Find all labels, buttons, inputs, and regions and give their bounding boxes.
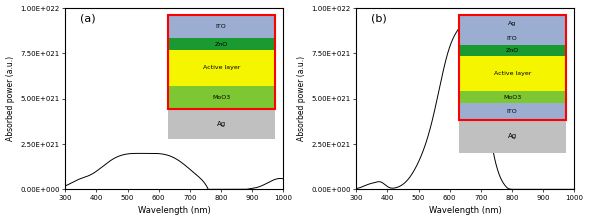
Y-axis label: Absorbed power (a.u.): Absorbed power (a.u.) <box>297 56 306 141</box>
Y-axis label: Absorbed power (a.u.): Absorbed power (a.u.) <box>5 56 15 141</box>
Text: (a): (a) <box>81 13 96 23</box>
X-axis label: Wavelength (nm): Wavelength (nm) <box>138 206 211 215</box>
X-axis label: Wavelength (nm): Wavelength (nm) <box>429 206 502 215</box>
Text: (b): (b) <box>372 13 387 23</box>
